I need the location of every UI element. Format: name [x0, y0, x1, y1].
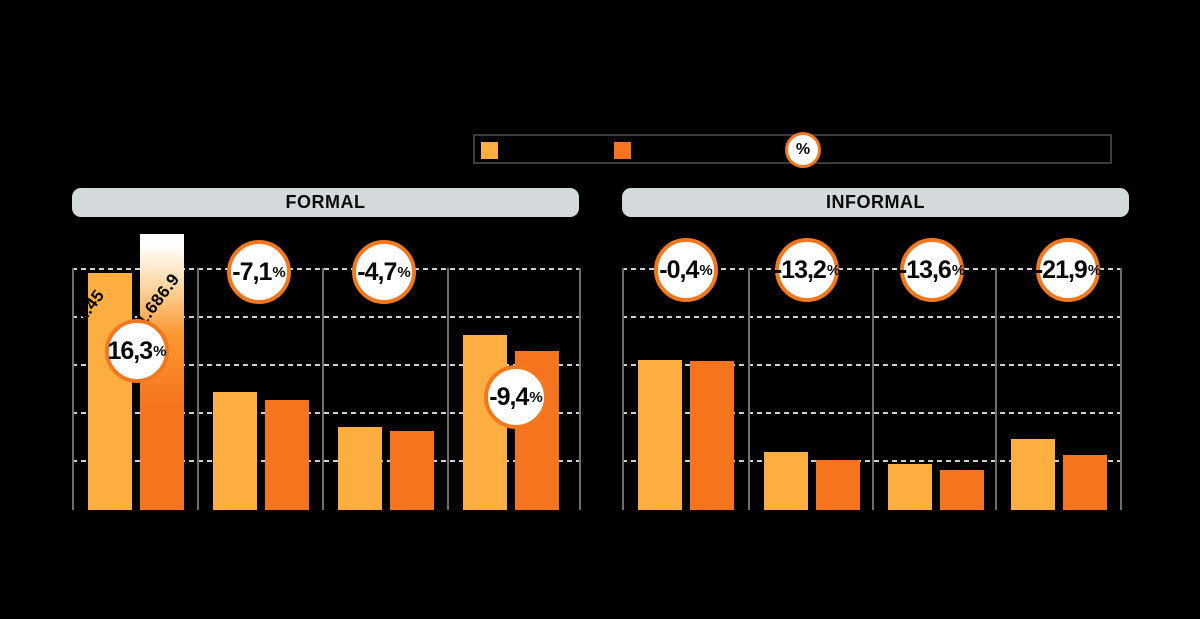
percent-symbol: % [795, 141, 811, 158]
change-badge-informal-group4: -21,9% [1034, 238, 1102, 302]
section-title: FORMAL [285, 192, 366, 212]
bar-informal-group1-light-orange [638, 360, 682, 510]
gridline-horizontal [72, 316, 581, 318]
change-badge-informal-group2: -13,2% [773, 238, 841, 302]
gridline-vertical [622, 268, 624, 510]
change-badge-informal-group3: -13,6% [898, 238, 966, 302]
badge-value: -13,2 [773, 255, 827, 284]
gridline-vertical [995, 268, 997, 510]
badge-percent-sign: % [153, 342, 167, 360]
change-badge-formal-group3: -4,7% [352, 240, 416, 304]
badge-percent-sign: % [699, 261, 713, 279]
badge-percent-sign: % [1087, 261, 1102, 279]
gridline-vertical [197, 268, 199, 510]
bar-informal-group2-light-orange [764, 452, 808, 510]
gridline-horizontal [72, 268, 581, 270]
badge-value: -21,9 [1034, 255, 1088, 284]
badge-percent-sign: % [826, 261, 841, 279]
badge-value: -13,6 [898, 255, 952, 284]
legend-swatch-dark-icon [614, 142, 631, 159]
badge-percent-sign: % [529, 388, 543, 406]
gridline-vertical [579, 268, 581, 510]
gridline-vertical [1120, 268, 1122, 510]
bar-formal-group3-dark-orange [390, 431, 434, 510]
badge-percent-sign: % [951, 261, 966, 279]
percent-circle-icon: % [785, 132, 821, 168]
gridline-horizontal [72, 364, 581, 366]
section-title: INFORMAL [826, 192, 925, 212]
gridline-vertical [872, 268, 874, 510]
badge-percent-sign: % [272, 263, 286, 281]
badge-percent-sign: % [397, 263, 411, 281]
change-badge-informal-group1: -0,4% [654, 238, 718, 302]
bar-informal-group4-light-orange [1011, 439, 1055, 510]
gridline-vertical [447, 268, 449, 510]
badge-value: -7,1 [232, 257, 272, 286]
gridline-vertical [748, 268, 750, 510]
change-badge-formal-group2: -7,1% [227, 240, 291, 304]
gridline-horizontal [72, 412, 581, 414]
bar-formal-group1-light-orange [88, 273, 132, 510]
bar-informal-group4-dark-orange [1063, 455, 1107, 510]
bar-informal-group2-dark-orange [816, 460, 860, 510]
change-badge-formal-group4: -9,4% [484, 365, 548, 429]
badge-value: 16,3 [107, 336, 154, 365]
bar-formal-group2-dark-orange [265, 400, 309, 510]
legend-swatch-light-icon [481, 142, 498, 159]
section-header-formal: FORMAL [72, 188, 579, 217]
gridline-vertical [72, 268, 74, 510]
gridline-vertical [322, 268, 324, 510]
bar-formal-group3-light-orange [338, 427, 382, 510]
bar-informal-group3-dark-orange [940, 470, 984, 510]
section-header-informal: INFORMAL [622, 188, 1129, 217]
gridline-horizontal [72, 460, 581, 462]
badge-value: -4,7 [357, 257, 397, 286]
change-badge-formal-group1: 16,3% [105, 319, 169, 383]
badge-value: -0,4 [659, 255, 699, 284]
bar-informal-group3-light-orange [888, 464, 932, 510]
bar-informal-group1-dark-orange [690, 361, 734, 510]
bar-formal-group2-light-orange [213, 392, 257, 510]
badge-value: -9,4 [489, 382, 529, 411]
